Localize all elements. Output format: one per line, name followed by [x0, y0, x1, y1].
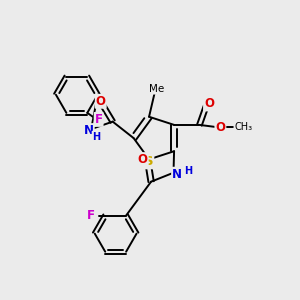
Text: CH₃: CH₃	[234, 122, 252, 132]
Text: S: S	[144, 155, 153, 168]
Text: H: H	[184, 166, 193, 176]
Text: O: O	[204, 98, 214, 110]
Text: O: O	[96, 95, 106, 108]
Text: F: F	[94, 113, 103, 126]
Text: Me: Me	[149, 84, 164, 94]
Text: H: H	[92, 132, 101, 142]
Text: F: F	[87, 209, 95, 222]
Text: O: O	[138, 153, 148, 166]
Text: N: N	[172, 168, 182, 181]
Text: N: N	[84, 124, 94, 137]
Text: O: O	[215, 121, 225, 134]
